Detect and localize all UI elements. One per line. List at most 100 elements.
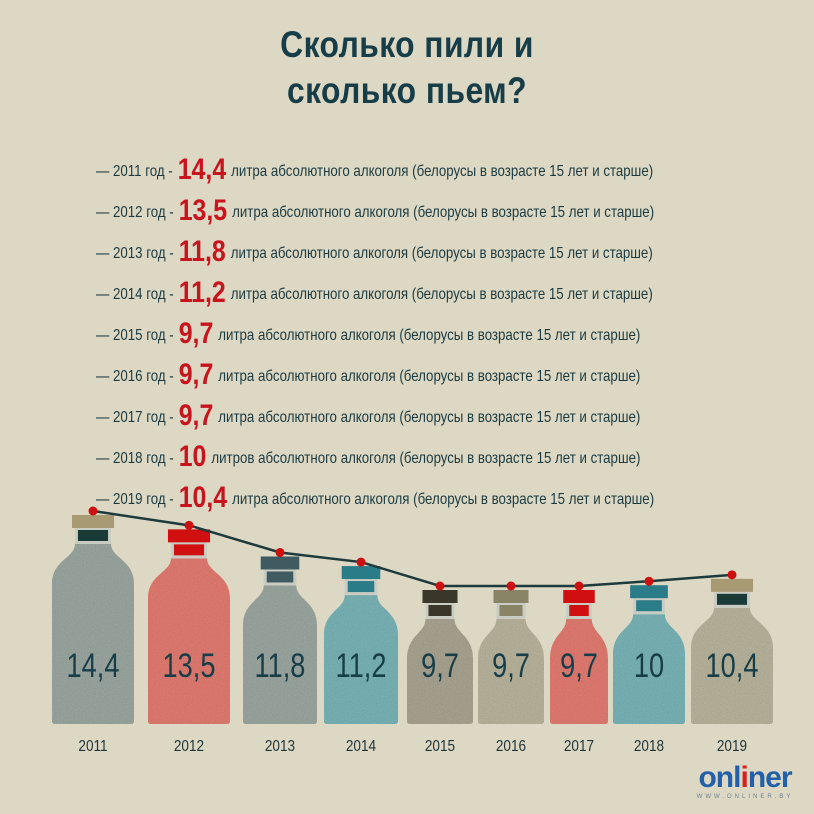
title-line-1: Сколько пили и (280, 24, 534, 65)
row-description: литра абсолютного алкоголя (белорусы в в… (232, 491, 655, 508)
bottle-cap (341, 566, 381, 580)
year-label: 2012 (174, 738, 204, 755)
row-year: — 2017 год - (96, 409, 174, 426)
bottle-label-band (428, 605, 452, 616)
row-year: — 2011 год - (96, 163, 173, 180)
bottle-cap (563, 590, 595, 603)
bottle-cap (710, 578, 754, 592)
bottle-label-band (716, 593, 748, 605)
bottle-texture (478, 619, 544, 724)
logo-wordmark: onliner (698, 761, 792, 794)
row-description: литра абсолютного алкоголя (белорусы в в… (232, 204, 655, 221)
row-value: 10,4 (178, 481, 228, 514)
row-value: 9,7 (178, 399, 214, 432)
bottles-group: 14,4201113,5201211,8201311,220149,720159… (52, 515, 773, 755)
trend-dot (574, 581, 584, 591)
row-description: литра абсолютного алкоголя (белорусы в в… (231, 163, 654, 180)
bottle-value-label: 13,5 (163, 646, 216, 685)
bottle-cap (493, 590, 529, 603)
bottle-2012: 13,5 2012 (148, 529, 230, 755)
list-item: — 2019 год - 10,4 литра абсолютного алко… (96, 470, 655, 514)
row-year: — 2015 год - (96, 327, 174, 344)
bottle-cap (167, 529, 211, 543)
list-item: — 2016 год - 9,7 литра абсолютного алког… (96, 347, 641, 391)
trend-dot (88, 506, 98, 516)
row-description: литра абсолютного алкоголя (белорусы в в… (218, 368, 641, 385)
bottle-value-label: 10 (634, 646, 664, 685)
trend-dot (356, 557, 366, 567)
year-label: 2013 (265, 738, 295, 755)
bottle-texture (550, 619, 608, 724)
logo-url: WWW.ONLINER.BY (696, 794, 794, 800)
row-year: — 2014 год - (96, 286, 174, 303)
year-label: 2017 (564, 738, 594, 755)
bottle-value-label: 9,7 (492, 646, 530, 685)
trend-line (88, 506, 737, 591)
year-label: 2011 (78, 738, 107, 755)
bottle-label-band (499, 605, 523, 616)
bottle-label-band (636, 600, 662, 612)
bottle-value-label: 10,4 (706, 646, 759, 685)
trend-dot (506, 581, 516, 591)
bottle-2014: 11,2 2014 (324, 566, 398, 755)
row-value: 11,2 (178, 276, 226, 309)
bottle-2015: 9,7 2015 (407, 590, 473, 755)
bottle-2018: 10 2018 (613, 585, 685, 755)
bottle-label-band (77, 530, 109, 541)
list-item: — 2015 год - 9,7 литра абсолютного алког… (96, 306, 641, 350)
bottle-2011: 14,4 2011 (52, 515, 134, 755)
bottle-value-label: 14,4 (67, 646, 120, 685)
trend-dot (727, 570, 737, 580)
bottle-texture (407, 619, 473, 724)
bottle-2019: 10,4 2019 (691, 578, 773, 755)
list-item: — 2013 год - 11,8 литра абсолютного алко… (96, 224, 653, 268)
row-description: литров абсолютного алкоголя (белорусы в … (211, 450, 641, 467)
trend-dot (184, 520, 194, 530)
bottle-texture (52, 544, 134, 724)
bottle-2016: 9,7 2016 (478, 590, 544, 755)
bottle-label-band (347, 581, 375, 593)
row-value: 13,5 (178, 194, 228, 227)
bottle-label-band (569, 605, 589, 616)
row-year: — 2013 год - (96, 245, 174, 262)
bottle-texture (613, 614, 685, 724)
trend-dot (275, 547, 285, 557)
bottle-value-label: 11,2 (336, 646, 387, 685)
bottle-texture (148, 558, 230, 724)
bottle-cap (630, 585, 668, 599)
row-value: 9,7 (178, 358, 214, 391)
bottle-label-band (266, 571, 294, 583)
row-description: литра абсолютного алкоголя (белорусы в в… (218, 409, 641, 426)
row-value: 10 (178, 440, 207, 473)
onliner-logo: onliner WWW.ONLINER.BY (690, 761, 800, 801)
bottle-2017: 9,7 2017 (550, 590, 608, 755)
row-value: 9,7 (178, 317, 214, 350)
row-value: 14,4 (177, 153, 227, 186)
page-title: Сколько пили и сколько пьем? (57, 22, 757, 114)
bottle-texture (324, 595, 398, 724)
year-label: 2014 (346, 738, 376, 755)
bottle-2013: 11,8 2013 (243, 556, 317, 755)
row-description: литра абсолютного алкоголя (белорусы в в… (218, 327, 641, 344)
year-label: 2019 (717, 738, 747, 755)
trend-dot (644, 576, 654, 586)
row-description: литра абсолютного алкоголя (белорусы в в… (230, 245, 653, 262)
row-value: 11,8 (178, 235, 226, 268)
title-line-2: сколько пьем? (286, 70, 528, 111)
list-item: — 2011 год - 14,4 литра абсолютного алко… (96, 142, 654, 186)
list-item: — 2012 год - 13,5 литра абсолютного алко… (96, 183, 655, 227)
bottle-value-label: 9,7 (560, 646, 598, 685)
year-label: 2018 (634, 738, 664, 755)
list-item: — 2014 год - 11,2 литра абсолютного алко… (96, 265, 653, 309)
row-year: — 2012 год - (96, 204, 174, 221)
bottle-texture (691, 607, 773, 724)
row-year: — 2016 год - (96, 368, 174, 385)
row-description: литра абсолютного алкоголя (белорусы в в… (230, 286, 653, 303)
year-label: 2016 (496, 738, 526, 755)
row-year: — 2018 год - (96, 450, 174, 467)
bottle-cap (422, 590, 458, 603)
bottle-cap (71, 515, 115, 528)
bottle-value-label: 11,8 (255, 646, 306, 685)
list-item: — 2018 год - 10 литров абсолютного алког… (96, 429, 641, 473)
